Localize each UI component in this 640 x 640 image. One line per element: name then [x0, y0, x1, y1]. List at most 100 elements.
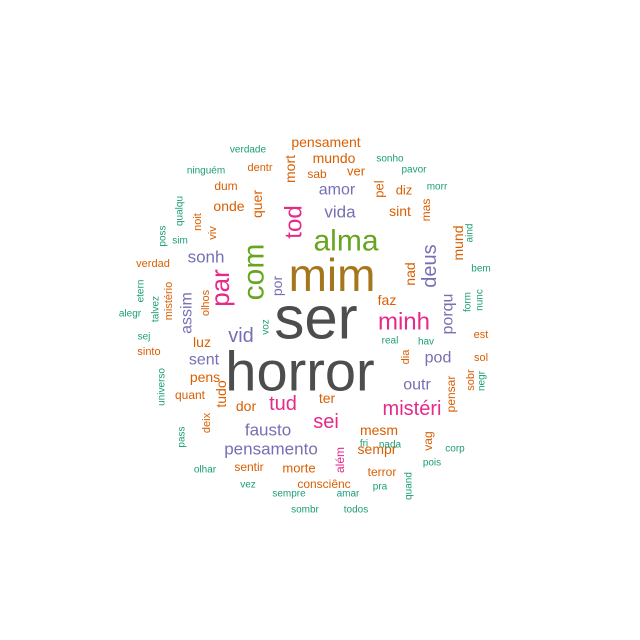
word-vag: vag [421, 431, 435, 450]
word-horror: horror [225, 340, 374, 403]
word-noit: noit [192, 213, 204, 231]
word-pois: pois [423, 458, 441, 469]
word-corp: corp [445, 444, 465, 455]
word-par: par [205, 269, 235, 307]
word-talvez: talvez [151, 296, 162, 322]
word-luz: luz [193, 334, 211, 350]
word-verdad: verdad [136, 258, 170, 270]
word-sab: sab [307, 167, 327, 181]
word-mas: mas [419, 199, 433, 222]
word-dia: dia [400, 349, 412, 365]
word-sobr: sobr [465, 369, 477, 391]
word-quand: quand [404, 472, 415, 500]
word-vid: vid [228, 325, 254, 347]
word-ser: ser [274, 285, 357, 352]
word-pra: pra [373, 482, 388, 493]
word-negr: negr [477, 370, 488, 391]
word-morte: morte [282, 461, 315, 476]
word-alegr: alegr [119, 309, 142, 320]
word-mort: mort [282, 155, 298, 183]
word-real: real [382, 336, 399, 347]
word-bem: bem [471, 264, 490, 275]
word-sent: sent [189, 352, 220, 369]
word-minh: minh [378, 309, 430, 336]
word-terror: terror [368, 465, 397, 479]
word-diz: diz [396, 183, 413, 198]
word-hav: hav [418, 337, 434, 348]
word-nad: nad [402, 262, 418, 285]
word-pod: pod [425, 350, 452, 367]
word-com: com [238, 244, 271, 301]
word-fausto: fausto [245, 421, 291, 440]
word-fri: fri [360, 439, 368, 450]
word-dum: dum [214, 179, 237, 193]
word-form: form [463, 292, 474, 312]
word-poss: poss [158, 225, 169, 246]
word-pens: pens [190, 369, 220, 385]
word-onde: onde [213, 198, 244, 214]
word-deix: deix [201, 412, 213, 433]
word-quant: quant [175, 388, 206, 402]
word-dentr: dentr [247, 162, 272, 174]
word-viv: viv [207, 226, 219, 240]
word-pensament: pensament [291, 134, 360, 150]
word-amor: amor [319, 182, 356, 199]
word-mim: mim [289, 249, 376, 301]
word-faz: faz [378, 292, 397, 308]
word-ter: ter [319, 390, 336, 406]
word-misterio: mistério [163, 282, 175, 321]
word-ninguem: ninguém [187, 166, 225, 177]
word-qualqu: qualqu [175, 196, 186, 226]
word-universo: universo [157, 368, 168, 406]
word-todos: todos [344, 505, 368, 516]
word-etern: etern [136, 280, 147, 303]
word-sinto: sinto [137, 346, 160, 358]
word-alem: além [333, 447, 347, 473]
word-morr: morr [427, 182, 448, 193]
word-misteri: mistéri [383, 398, 442, 420]
word-pensar: pensar [444, 376, 458, 413]
word-sej: sej [138, 332, 151, 343]
word-pass: pass [177, 426, 188, 447]
word-sonh: sonh [188, 248, 225, 267]
word-porqu: porqu [440, 294, 457, 335]
word-olhar: olhar [194, 465, 217, 476]
word-tudo: tudo [213, 380, 229, 407]
word-sempre: sempre [272, 489, 306, 500]
word-ver: ver [347, 164, 366, 179]
word-sonho: sonho [376, 154, 404, 165]
word-verdade: verdade [230, 145, 267, 156]
word-sim: sim [172, 236, 188, 247]
word-vida: vida [324, 203, 356, 222]
word-alma: alma [313, 225, 378, 258]
word-pel: pel [372, 180, 387, 197]
word-quer: quer [249, 190, 265, 218]
word-mesm: mesm [360, 422, 398, 438]
word-sombr: sombr [291, 505, 319, 516]
word-pavor: pavor [401, 165, 427, 176]
word-sol: sol [474, 352, 488, 364]
word-conscienc: consciênc [297, 477, 350, 491]
word-tod: tod [281, 205, 308, 238]
word-voz: voz [261, 319, 272, 335]
word-tud: tud [269, 393, 297, 415]
word-aind: aind [465, 224, 476, 243]
word-outr: outr [403, 377, 431, 394]
word-amar: amar [337, 489, 360, 500]
word-deus: deus [419, 244, 441, 287]
word-mund: mund [450, 225, 466, 260]
word-est: est [474, 329, 489, 341]
word-dor: dor [236, 398, 257, 414]
word-por: por [269, 276, 285, 297]
word-sint: sint [389, 203, 411, 219]
word-sei: sei [313, 411, 339, 433]
word-sempr: sempr [358, 441, 397, 457]
word-nada: nada [379, 440, 402, 451]
word-mundo: mundo [313, 150, 356, 166]
word-pensamento: pensamento [224, 440, 318, 459]
word-nunc: nunc [475, 289, 486, 311]
word-sentir: sentir [234, 460, 263, 474]
word-assim: assim [179, 292, 196, 334]
